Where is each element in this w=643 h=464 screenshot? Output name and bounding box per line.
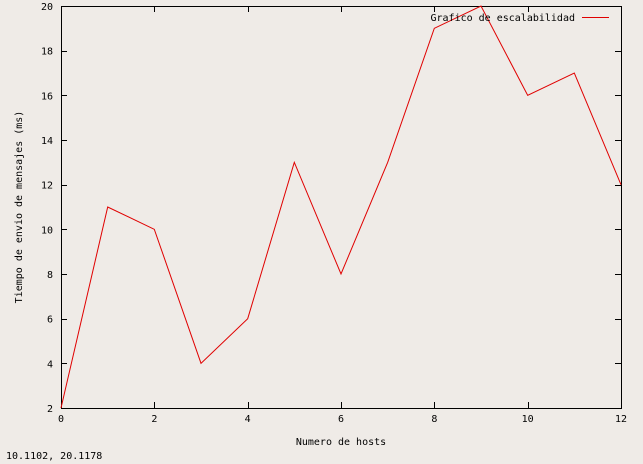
x-tick-label: 12 xyxy=(615,414,627,425)
cursor-coordinates-readout: 10.1102, 20.1178 xyxy=(6,451,103,462)
plot-area-frame xyxy=(61,6,622,409)
y-tick-label: 16 xyxy=(41,91,53,102)
x-tick-label: 10 xyxy=(522,414,534,425)
y-tick-label: 10 xyxy=(41,225,53,236)
series-line xyxy=(60,5,622,409)
x-axis-ticks: 0 2 4 6 8 10 12 xyxy=(58,6,627,425)
y-tick-label: 8 xyxy=(47,270,53,281)
legend: Grafico de escalabilidad xyxy=(431,13,609,24)
legend-label: Grafico de escalabilidad xyxy=(431,13,576,24)
x-axis-label: Numero de hosts xyxy=(296,437,386,448)
y-tick-label: 12 xyxy=(41,181,53,192)
y-tick-label: 4 xyxy=(47,359,53,370)
y-axis-ticks: 2 4 6 8 10 12 14 16 18 20 xyxy=(41,2,621,415)
x-tick-label: 8 xyxy=(431,414,437,425)
y-tick-label: 18 xyxy=(41,47,53,58)
series-group xyxy=(60,5,622,409)
x-tick-label: 4 xyxy=(245,414,251,425)
x-tick-label: 0 xyxy=(58,414,64,425)
x-tick-label: 2 xyxy=(151,414,157,425)
y-tick-label: 14 xyxy=(41,136,53,147)
y-axis-label: Tiempo de envio de mensajes (ms) xyxy=(14,111,25,304)
y-tick-label: 6 xyxy=(47,315,53,326)
x-tick-label: 6 xyxy=(338,414,344,425)
y-tick-label: 2 xyxy=(47,404,53,415)
y-tick-label: 20 xyxy=(41,2,53,13)
